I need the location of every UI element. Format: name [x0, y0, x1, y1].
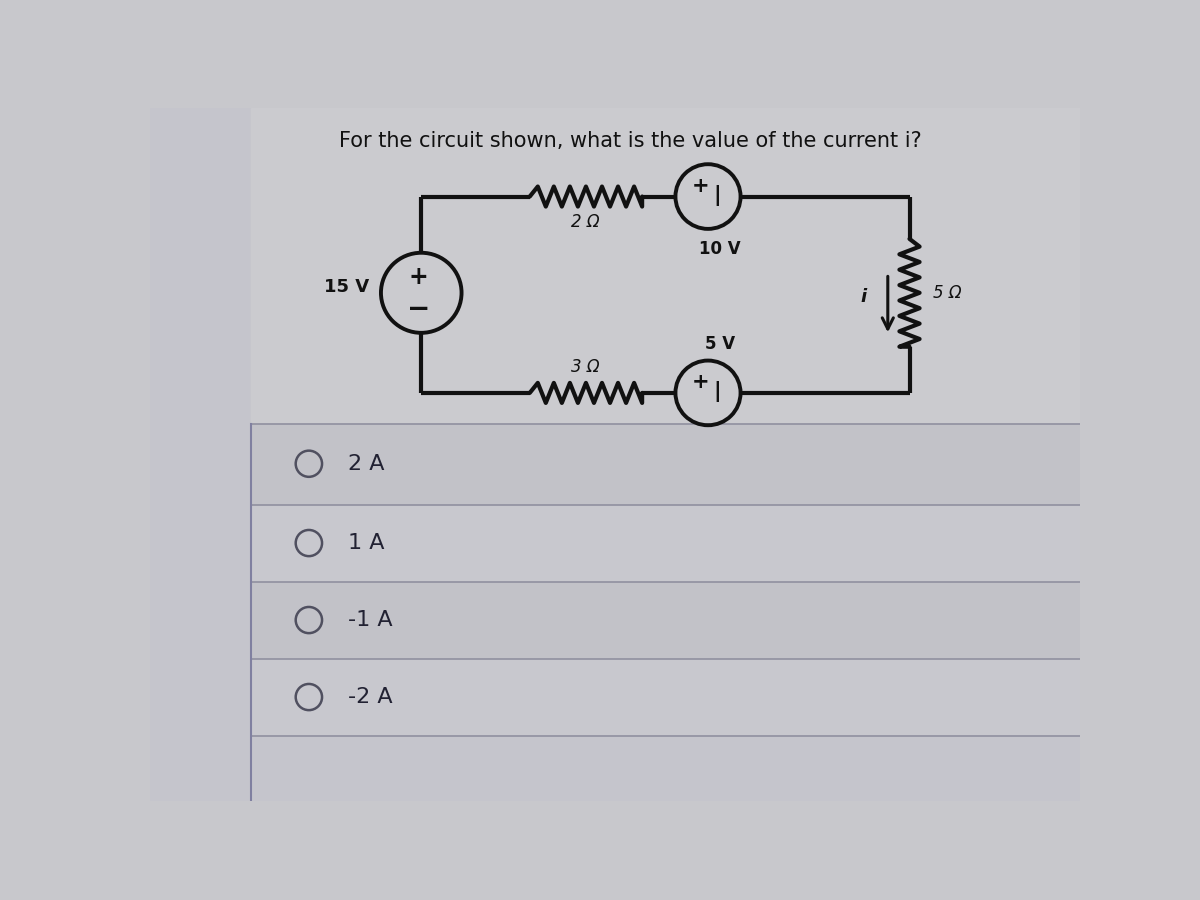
Text: +: +	[408, 265, 428, 289]
Bar	[251, 505, 1080, 581]
Text: 2 A: 2 A	[348, 454, 384, 473]
Text: +: +	[691, 176, 709, 196]
Text: i: i	[860, 288, 866, 306]
Text: 15 V: 15 V	[324, 277, 370, 295]
Text: 1 A: 1 A	[348, 533, 384, 553]
Text: 3 Ω: 3 Ω	[571, 358, 600, 376]
Text: 10 V: 10 V	[698, 240, 740, 258]
Text: For the circuit shown, what is the value of the current i?: For the circuit shown, what is the value…	[340, 131, 922, 151]
Text: −: −	[407, 295, 430, 323]
Bar	[251, 424, 1080, 505]
Bar	[251, 581, 1080, 659]
Text: +: +	[691, 372, 709, 392]
Text: 5 Ω: 5 Ω	[932, 284, 961, 302]
Text: |: |	[714, 184, 721, 205]
Text: -1 A: -1 A	[348, 610, 392, 630]
Text: 5 V: 5 V	[704, 336, 734, 354]
Text: -2 A: -2 A	[348, 687, 392, 707]
Text: |: |	[714, 381, 721, 402]
Bar	[251, 108, 1080, 424]
Bar	[251, 659, 1080, 735]
Text: 2 Ω: 2 Ω	[571, 213, 600, 231]
